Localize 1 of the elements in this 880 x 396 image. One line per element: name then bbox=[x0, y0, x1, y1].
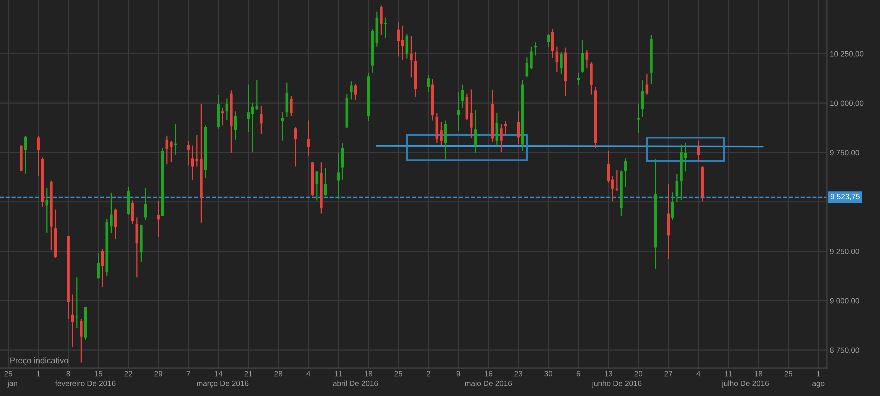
annotation: Preço indicativo bbox=[10, 358, 68, 366]
